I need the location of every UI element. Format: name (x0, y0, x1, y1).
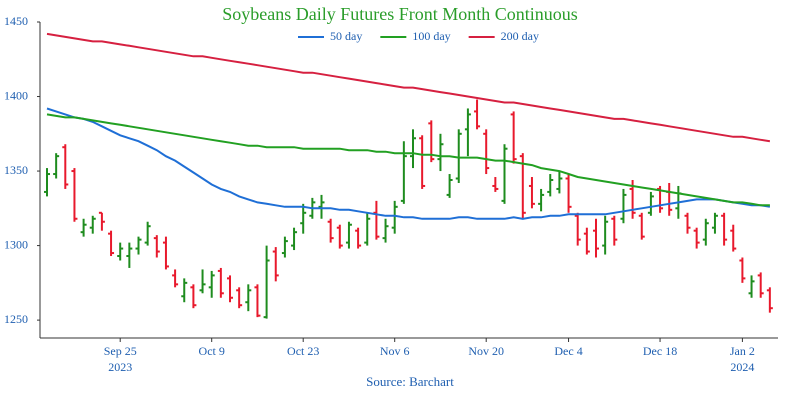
moving-average-line (46, 32, 771, 143)
y-tick-label: 1250 (4, 312, 28, 326)
x-tick-label: Dec 18 (643, 344, 677, 358)
x-tick-label: Oct 23 (287, 344, 319, 358)
legend-label: 200 day (501, 29, 539, 43)
source-note: Source: Barchart (366, 374, 454, 389)
y-tick-label: 1400 (4, 88, 28, 102)
moving-average-line (46, 113, 770, 207)
x-tick-label: Jan 2 (730, 344, 755, 358)
x-tick-label: Oct 9 (199, 344, 225, 358)
x-tick-label: Dec 4 (554, 344, 582, 358)
x-tick-label: Nov 20 (468, 344, 504, 358)
legend-label: 50 day (330, 29, 362, 43)
y-tick-label: 1350 (4, 163, 28, 177)
y-tick-label: 1300 (4, 237, 28, 251)
x-tick-label: Nov 6 (380, 344, 410, 358)
y-tick-label: 1450 (4, 14, 28, 28)
x-tick-year: 2024 (730, 360, 754, 374)
x-tick-label: Sep 25 (104, 344, 137, 358)
chart-title: Soybeans Daily Futures Front Month Conti… (222, 4, 578, 24)
legend-label: 100 day (412, 29, 450, 43)
x-tick-year: 2023 (108, 360, 132, 374)
moving-average-line (46, 107, 771, 220)
